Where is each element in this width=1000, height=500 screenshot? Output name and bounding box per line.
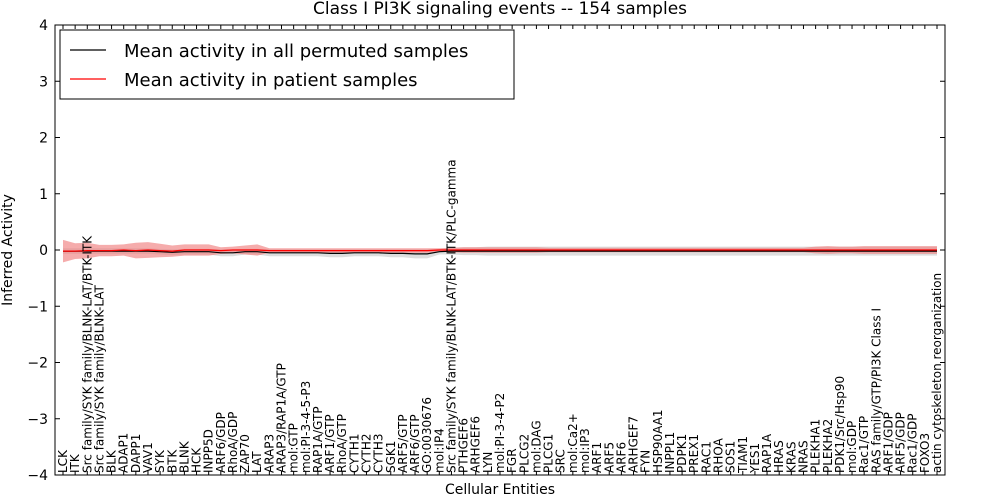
x-tick-label: PLEKHA2 [821, 419, 835, 473]
x-tick-label: mol:GDP [845, 421, 859, 473]
x-tick-label: Rac1/GTP [857, 416, 871, 473]
x-tick-label: GO:0030676 [420, 397, 434, 473]
x-tick-label: mol:GTP [287, 423, 301, 473]
x-tick-label: ARF6/GTP [408, 414, 422, 473]
x-tick-label: ARF1/GDP [881, 412, 895, 473]
x-tick-label: ARHGEF7 [627, 416, 641, 473]
x-tick-label: DAPP1 [129, 434, 143, 473]
x-tick-label: RHOA [712, 437, 726, 473]
x-tick-label: BLNK [177, 440, 191, 473]
x-tick-label: FOXO3 [918, 433, 932, 473]
y-tick-label: 0 [39, 243, 48, 259]
x-tick-label: actin cytoskeleton reorganization [930, 273, 944, 473]
x-tick-label: HRAS [772, 440, 786, 473]
y-tick-label: −4 [27, 468, 48, 484]
x-tick-label: NRAS [797, 440, 811, 473]
x-tick-label: mol:PI-3-4-5-P3 [299, 381, 313, 473]
x-tick-label: HCK [190, 447, 204, 473]
x-tick-label: ARAP3 [262, 434, 276, 473]
x-tick-label: SOS1 [724, 441, 738, 473]
x-tick-label: Src family/SYK family/BLNK-LAT/BTK-ITK [80, 235, 94, 473]
x-tick-label: RAC1 [699, 441, 713, 473]
x-tick-label: ARAP3/RAP1A/GTP [275, 363, 289, 473]
x-tick-label: RhoA/GTP [335, 414, 349, 473]
y-axis-label: Inferred Activity [0, 194, 16, 306]
y-tick-label: 1 [39, 187, 48, 203]
x-tick-label: RAP1A [760, 433, 774, 473]
x-tick-label: HSP90AA1 [651, 409, 665, 473]
x-tick-label: Src family/SYK family/BLNK-LAT/BTK-ITK/P… [444, 159, 458, 473]
x-tick-label: ARF1/GTP [323, 414, 337, 473]
x-tick-label: mol:DAG [529, 420, 543, 473]
x-tick-label: PLCG1 [542, 434, 556, 473]
x-tick-label: Src family/SYK family/BLNK-LAT [92, 284, 106, 473]
x-tick-label: ARF5/GDP [894, 412, 908, 473]
x-tick-label: SGK1 [384, 441, 398, 473]
y-tick-label: 3 [39, 74, 48, 90]
y-tick-label: 4 [39, 18, 48, 34]
x-tick-label: LAT [250, 451, 264, 473]
x-tick-label: ARF1 [590, 442, 604, 473]
x-tick-label: CYTH3 [372, 434, 386, 474]
y-tick-label: −3 [27, 412, 48, 428]
x-tick-label: SYK [153, 449, 167, 473]
legend-label-permuted: Mean activity in all permuted samples [124, 41, 468, 62]
y-tick-label: 2 [39, 131, 48, 147]
x-tick-label: RAS family/GTP/PI3K Class I [869, 308, 883, 473]
x-tick-label: INPPL1 [663, 432, 677, 473]
x-tick-label: RhoA/GDP [226, 412, 240, 473]
x-tick-label: ADAP1 [117, 433, 131, 473]
x-tick-label: FGR [505, 448, 519, 473]
x-tick-label: ARF6/GDP [214, 412, 228, 473]
x-axis-label: Cellular Entities [445, 482, 555, 498]
y-tick-label: −1 [27, 299, 48, 315]
x-tick-label: KRAS [784, 441, 798, 473]
x-tick-label: PTHGEF6 [457, 418, 471, 473]
x-tick-label: ARF5 [602, 442, 616, 473]
legend: Mean activity in all permuted samples Me… [59, 29, 515, 100]
x-tick-label: PLEKHA1 [809, 419, 823, 473]
x-tick-label: BTK [165, 448, 179, 473]
y-tick-label: −2 [27, 356, 48, 372]
x-tick-label: FYN [639, 450, 653, 473]
x-tick-label: PDPK1 [675, 434, 689, 473]
x-tick-label: PREX1 [687, 434, 701, 473]
x-tick-label: mol:Ca2+ [566, 413, 580, 473]
x-tick-label: LYN [481, 452, 495, 473]
x-tick-label: mol:IP3 [578, 428, 592, 473]
x-tick-label: mol:PI-3-4-P2 [493, 393, 507, 473]
x-tick-label: LCK [56, 449, 70, 473]
x-tick-label: VAV1 [141, 442, 155, 473]
series-lines [63, 249, 937, 255]
x-tick-label: YES1 [748, 443, 762, 474]
x-tick-label: INPP5D [202, 429, 216, 473]
x-tick-label: ZAP70 [238, 434, 252, 473]
legend-label-patient: Mean activity in patient samples [124, 70, 418, 91]
x-tick-label: SRC [554, 449, 568, 473]
x-tick-label: RAP1A/GTP [311, 406, 325, 473]
chart-title: Class I PI3K signaling events -- 154 sam… [313, 0, 687, 19]
legend-frame [59, 29, 515, 100]
x-tick-label: CYTH1 [347, 434, 361, 474]
x-tick-label: ARF5/GTP [396, 414, 410, 473]
x-tick-label: CYTH2 [360, 434, 374, 474]
x-tick-label: ARHGEF6 [469, 416, 483, 473]
line-series-1 [63, 249, 937, 252]
y-axis: 4 3 2 1 0 −1 −2 −3 −4 [27, 18, 945, 484]
x-tick-label: mol:IP4 [432, 428, 446, 473]
x-tick-label: ITK [68, 453, 82, 473]
x-tick-label: BLK [105, 449, 119, 473]
x-tick-label: ARF6 [614, 442, 628, 473]
x-tick-label: TIAM1 [736, 436, 750, 474]
line-series-0 [63, 250, 937, 255]
x-tick-label: PDK1/Src/Hsp90 [833, 376, 847, 473]
x-tick-label: PLCG2 [517, 434, 531, 473]
x-tick-label: Rac1/GDP [906, 414, 920, 473]
